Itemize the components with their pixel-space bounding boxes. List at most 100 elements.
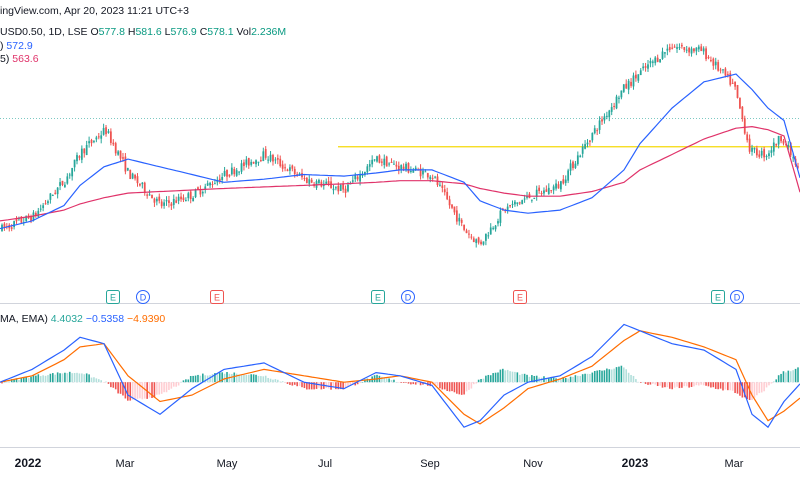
candle-body bbox=[685, 49, 688, 51]
dividend-marker[interactable]: D bbox=[136, 290, 150, 304]
macd-histogram-bar bbox=[622, 367, 625, 383]
macd-histogram-bar bbox=[589, 373, 591, 383]
candle-body bbox=[334, 187, 337, 189]
event-marker-label: E bbox=[517, 293, 523, 303]
candle-body bbox=[182, 197, 185, 201]
candle-body bbox=[668, 47, 671, 50]
x-axis-label: 2022 bbox=[15, 456, 42, 470]
candle-body bbox=[160, 201, 163, 207]
macd-histogram-bar bbox=[352, 382, 354, 385]
candle-body bbox=[622, 84, 625, 92]
macd-histogram-bar bbox=[717, 382, 719, 390]
candles-layer bbox=[1, 42, 799, 248]
candle-body bbox=[361, 174, 364, 176]
candle-body bbox=[291, 165, 294, 169]
candle-body bbox=[693, 48, 695, 52]
macd-histogram-bar bbox=[127, 382, 129, 401]
macd-histogram-bar bbox=[143, 382, 146, 399]
macd-histogram-bar bbox=[671, 382, 673, 390]
candle-body bbox=[422, 170, 424, 175]
candle-body bbox=[376, 156, 378, 162]
macd-histogram-bar bbox=[451, 382, 453, 392]
dividend-marker[interactable]: D bbox=[730, 290, 744, 304]
earnings-marker-box bbox=[711, 290, 725, 304]
candle-body bbox=[276, 157, 279, 160]
candle-body bbox=[102, 127, 105, 135]
macd-histogram-bar bbox=[472, 382, 475, 385]
macd-histogram-bar bbox=[547, 377, 550, 383]
macd-histogram-bar bbox=[465, 382, 468, 392]
macd-histogram-bar bbox=[20, 377, 23, 383]
macd-histogram-bar bbox=[523, 373, 526, 383]
candle-body bbox=[230, 167, 233, 175]
macd-histogram-bar bbox=[497, 372, 499, 383]
candle-body bbox=[395, 164, 398, 167]
candle-body bbox=[151, 194, 153, 199]
macd-histogram-bar bbox=[175, 382, 178, 387]
candle-body bbox=[618, 97, 620, 99]
macd-histogram-bar bbox=[274, 379, 277, 383]
candle-body bbox=[533, 197, 536, 199]
macd-histogram-bar bbox=[90, 377, 93, 383]
earnings-marker[interactable]: E bbox=[371, 290, 385, 304]
candle-body bbox=[364, 171, 366, 175]
candle-body bbox=[61, 180, 64, 185]
earnings-marker[interactable]: E bbox=[711, 290, 725, 304]
candle-body bbox=[255, 160, 257, 165]
candle-body bbox=[589, 140, 591, 142]
candle-body bbox=[412, 170, 415, 173]
macd-histogram-bar bbox=[635, 379, 637, 383]
macd-histogram-bar bbox=[291, 382, 294, 386]
macd-histogram-bar bbox=[552, 377, 555, 383]
earnings-marker[interactable]: E bbox=[106, 290, 120, 304]
candle-body bbox=[748, 138, 751, 152]
macd-histogram-bar bbox=[71, 373, 73, 383]
macd-line-value: −0.5358 bbox=[85, 313, 125, 325]
macd-histogram-bar bbox=[361, 381, 364, 383]
candle-body bbox=[356, 176, 359, 180]
ohlc-value-0: 577.8 bbox=[98, 26, 125, 38]
event-marker-label: E bbox=[715, 293, 721, 303]
candle-body bbox=[470, 236, 473, 238]
dividend-marker[interactable]: D bbox=[401, 290, 415, 304]
macd-histogram-bar bbox=[277, 379, 279, 383]
candle-body bbox=[564, 179, 567, 183]
macd-histogram-bar bbox=[613, 368, 615, 383]
earnings-marker[interactable]: E bbox=[210, 290, 224, 304]
macd-histogram-bar bbox=[388, 378, 390, 383]
macd-histogram-bar bbox=[59, 373, 61, 383]
macd-histogram-bar bbox=[390, 379, 393, 383]
macd-histogram-bar bbox=[572, 376, 574, 383]
candle-body bbox=[172, 198, 175, 205]
candle-body bbox=[535, 189, 538, 197]
macd-histogram-bar bbox=[13, 379, 15, 383]
macd-histogram-bar bbox=[8, 381, 11, 383]
candle-body bbox=[724, 68, 727, 76]
candle-body bbox=[460, 219, 463, 223]
candle-body bbox=[489, 227, 492, 235]
earnings-marker[interactable]: E bbox=[513, 290, 527, 304]
macd-histogram-bar bbox=[194, 375, 197, 383]
macd-histogram-bar bbox=[593, 370, 596, 383]
macd-histogram-bar bbox=[235, 373, 238, 383]
macd-histogram-bar bbox=[180, 381, 182, 383]
macd-histogram-bar bbox=[422, 382, 424, 385]
macd-histogram-bar bbox=[73, 372, 76, 383]
macd-histogram-bar bbox=[531, 375, 533, 383]
macd-histogram-bar bbox=[499, 369, 502, 383]
candle-body bbox=[678, 47, 681, 49]
macd-histogram-bar bbox=[714, 382, 717, 389]
macd-histogram-bar bbox=[296, 382, 298, 387]
x-axis: 2022 Mar May Jul Sep Nov 2023 Mar bbox=[15, 456, 744, 470]
candle-body bbox=[272, 154, 274, 162]
macd-histogram-bar bbox=[463, 382, 465, 395]
candle-body bbox=[165, 200, 168, 202]
candle-body bbox=[608, 110, 611, 118]
ohlc-key-3: C bbox=[199, 26, 208, 38]
candle-body bbox=[18, 218, 20, 220]
macd-histogram-bar bbox=[393, 379, 395, 383]
candle-body bbox=[569, 163, 572, 171]
